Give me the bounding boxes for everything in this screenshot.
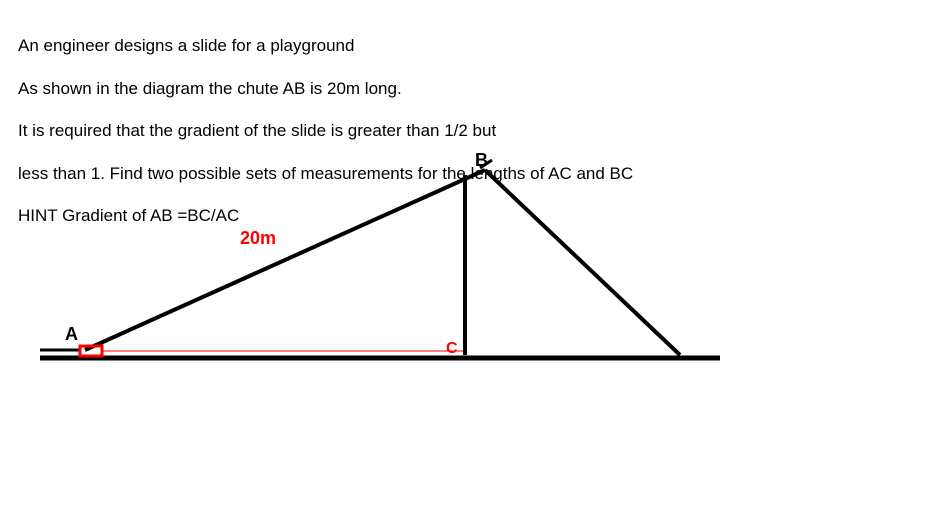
vertex-label-c: C	[446, 340, 458, 358]
problem-line-3: It is required that the gradient of the …	[18, 121, 496, 140]
length-label-ab: 20m	[240, 228, 276, 249]
slide-diagram	[20, 140, 820, 470]
vertex-label-a: A	[65, 324, 78, 345]
marker-rect-a	[80, 346, 102, 356]
vertex-label-b: B	[475, 150, 488, 171]
problem-line-2: As shown in the diagram the chute AB is …	[18, 79, 402, 98]
diagram-svg	[20, 140, 820, 470]
line-bd	[485, 170, 680, 355]
line-ab	[85, 170, 485, 350]
problem-line-1: An engineer designs a slide for a playgr…	[18, 36, 354, 55]
